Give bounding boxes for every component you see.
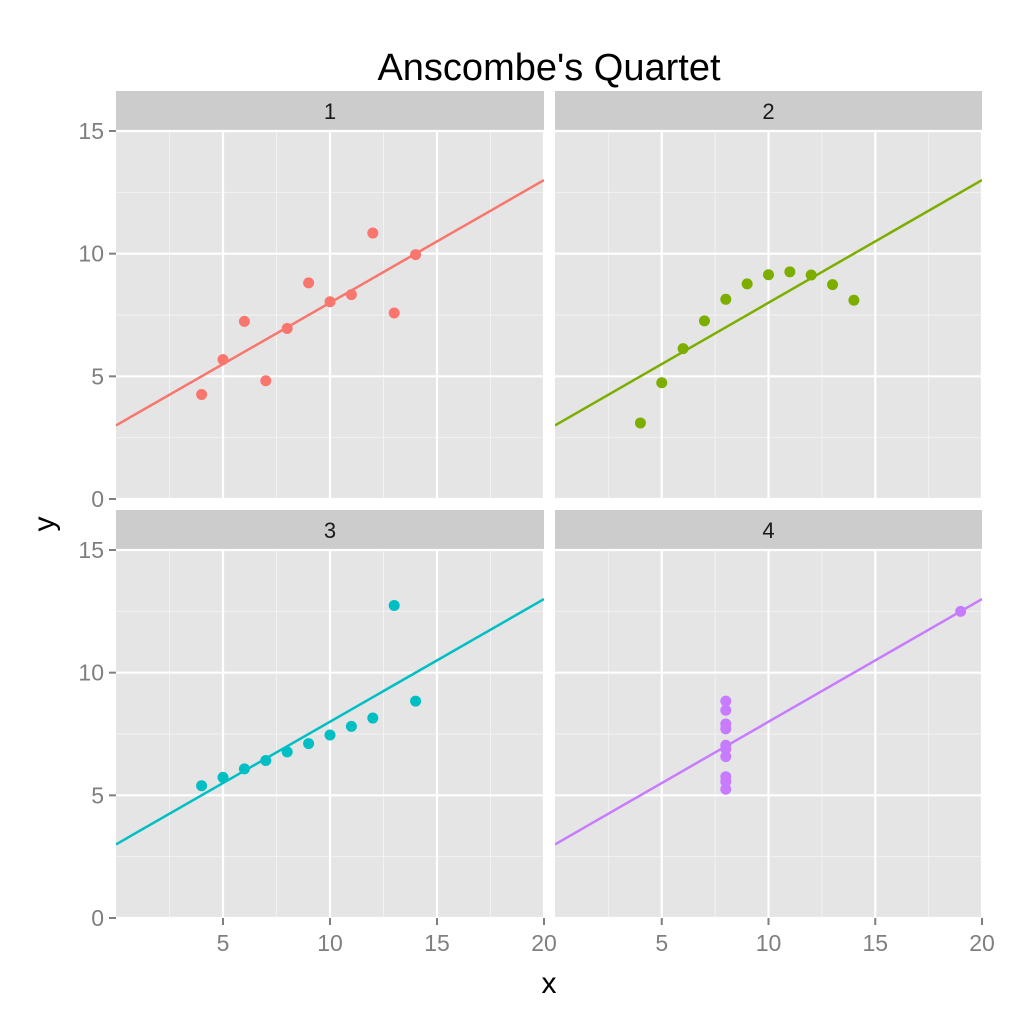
facet-panel-4: 4 5 10 15 20 <box>555 510 995 956</box>
y-tick-label: 0 <box>91 486 104 512</box>
data-point <box>634 417 646 429</box>
data-point <box>720 704 732 716</box>
data-point <box>345 289 357 301</box>
facet-strip <box>116 91 544 131</box>
data-point <box>367 712 379 724</box>
data-point <box>827 279 839 291</box>
x-tick-label: 15 <box>424 930 450 956</box>
data-point <box>763 269 774 281</box>
data-point <box>720 751 732 763</box>
y-tick-label: 10 <box>78 660 104 686</box>
regression-line <box>555 597 982 846</box>
x-tick-label: 5 <box>217 930 230 956</box>
data-point <box>303 738 315 750</box>
data-point <box>677 343 689 355</box>
x-tick-label: 10 <box>756 930 782 956</box>
y-tick-label: 15 <box>78 537 104 563</box>
y-axis-label: y <box>28 517 61 532</box>
data-point <box>720 783 732 795</box>
data-point <box>848 294 860 306</box>
data-point <box>238 763 250 775</box>
x-tick-label: 15 <box>862 930 888 956</box>
data-point <box>805 269 817 281</box>
y-tick-label: 5 <box>91 782 104 808</box>
data-point <box>196 780 208 792</box>
facet-panel-3: 3 0 5 10 15 5 10 15 20 <box>78 510 557 956</box>
y-tick-label: 15 <box>78 118 104 144</box>
data-point <box>281 746 293 758</box>
data-point <box>720 743 732 755</box>
regression-line <box>555 178 982 427</box>
facet-strip <box>116 510 544 550</box>
x-tick-label: 20 <box>969 930 995 956</box>
data-point <box>955 605 967 617</box>
facet-strip-label: 4 <box>762 518 774 543</box>
x-tick-label: 10 <box>317 930 343 956</box>
data-point <box>720 776 732 788</box>
y-tick-label: 10 <box>78 241 104 267</box>
x-axis-label: x <box>542 967 557 1000</box>
data-point <box>720 718 732 730</box>
chart-title: Anscombe's Quartet <box>377 47 721 89</box>
data-point <box>720 695 732 707</box>
data-point <box>741 278 753 290</box>
facet-panel-2: 2 <box>555 91 984 501</box>
data-point <box>238 315 250 327</box>
y-tick-label: 5 <box>91 363 104 389</box>
data-point <box>260 754 272 766</box>
data-point <box>217 354 229 366</box>
facet-strip <box>555 510 982 550</box>
data-point <box>388 599 400 611</box>
data-point <box>698 315 710 327</box>
data-point <box>367 227 379 239</box>
facet-strip <box>555 91 982 131</box>
x-tick-label: 5 <box>655 930 668 956</box>
x-tick-label: 20 <box>531 930 557 956</box>
regression-line <box>116 597 544 846</box>
data-point <box>345 720 357 732</box>
data-point <box>196 388 208 400</box>
data-point <box>784 266 796 278</box>
facet-strip-label: 3 <box>324 518 336 543</box>
data-point <box>388 307 400 319</box>
data-point <box>720 293 732 305</box>
data-point <box>410 695 422 707</box>
y-tick-label: 0 <box>91 905 104 931</box>
data-point <box>324 296 336 308</box>
data-point <box>260 375 272 387</box>
data-point <box>410 249 422 261</box>
data-point <box>656 377 668 389</box>
data-point <box>303 277 315 289</box>
facet-strip-label: 2 <box>762 99 774 124</box>
data-point <box>217 771 229 783</box>
data-point <box>324 729 336 741</box>
facet-strip-label: 1 <box>324 99 336 124</box>
data-point <box>281 322 293 334</box>
